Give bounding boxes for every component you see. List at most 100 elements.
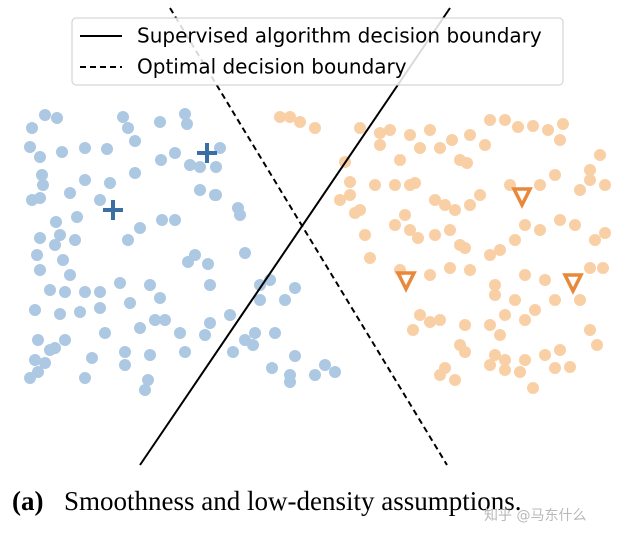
point <box>194 184 206 196</box>
point <box>124 297 136 309</box>
point <box>494 244 506 256</box>
point <box>459 242 471 254</box>
point <box>319 359 331 371</box>
point <box>154 116 166 128</box>
point <box>94 302 106 314</box>
point <box>204 317 216 329</box>
point <box>519 354 531 366</box>
point <box>284 111 296 123</box>
point <box>134 322 146 334</box>
point <box>122 234 134 246</box>
point <box>26 122 38 134</box>
point <box>374 139 386 151</box>
point <box>557 118 569 130</box>
point <box>554 344 566 356</box>
point <box>149 314 161 326</box>
point <box>584 324 596 336</box>
point <box>479 139 491 151</box>
point <box>249 327 261 339</box>
point <box>499 354 511 366</box>
point <box>50 216 62 228</box>
point <box>374 127 386 139</box>
point <box>564 361 576 373</box>
point <box>174 327 186 339</box>
point <box>424 316 436 328</box>
point <box>169 214 181 226</box>
point <box>94 194 106 206</box>
point <box>424 269 436 281</box>
point <box>512 121 524 133</box>
point <box>56 146 68 158</box>
point <box>101 143 113 155</box>
point <box>599 179 611 191</box>
point <box>489 289 501 301</box>
point <box>446 134 458 146</box>
point <box>59 334 71 346</box>
point <box>489 279 501 291</box>
point <box>224 309 236 321</box>
legend-label: Supervised algorithm decision boundary <box>137 24 542 48</box>
point <box>461 157 473 169</box>
point <box>289 282 301 294</box>
point <box>139 384 151 396</box>
point <box>227 346 239 358</box>
point <box>142 374 154 386</box>
point <box>99 327 111 339</box>
point <box>44 284 56 296</box>
point <box>449 204 461 216</box>
point <box>34 192 46 204</box>
point <box>514 366 526 378</box>
point <box>369 179 381 191</box>
point <box>329 366 341 378</box>
labeled-point <box>511 187 533 209</box>
point <box>444 262 456 274</box>
labeled-point <box>197 143 217 163</box>
point <box>74 306 86 318</box>
point <box>179 346 191 358</box>
point <box>71 211 83 223</box>
point <box>344 189 356 201</box>
point <box>204 279 216 291</box>
point <box>202 258 214 270</box>
point <box>49 239 61 251</box>
point <box>309 122 321 134</box>
point <box>439 199 451 211</box>
point <box>449 374 461 386</box>
point <box>210 161 222 173</box>
labeled-point <box>395 271 417 293</box>
point <box>69 234 81 246</box>
point <box>434 369 446 381</box>
point <box>266 362 278 374</box>
point <box>37 179 49 191</box>
point <box>519 269 531 281</box>
legend-box <box>71 17 564 86</box>
point <box>509 294 521 306</box>
point <box>404 224 416 236</box>
point <box>499 309 511 321</box>
point <box>519 219 531 231</box>
point <box>64 187 76 199</box>
point <box>209 189 221 201</box>
point <box>24 141 36 153</box>
point <box>549 294 561 306</box>
point <box>129 167 141 179</box>
point <box>494 329 506 341</box>
point <box>389 179 401 191</box>
point <box>527 120 539 132</box>
caption-label: (a) <box>12 486 43 516</box>
point <box>519 314 531 326</box>
point <box>539 274 551 286</box>
point <box>122 122 134 134</box>
point <box>399 209 411 221</box>
point <box>29 354 41 366</box>
point <box>134 222 146 234</box>
point <box>94 286 106 298</box>
point <box>79 372 91 384</box>
point <box>57 254 69 266</box>
point <box>484 359 496 371</box>
point <box>31 249 43 261</box>
point <box>156 214 168 226</box>
point <box>154 292 166 304</box>
caption: Smoothness and low-density assumptions. <box>64 486 522 516</box>
point <box>539 349 551 361</box>
